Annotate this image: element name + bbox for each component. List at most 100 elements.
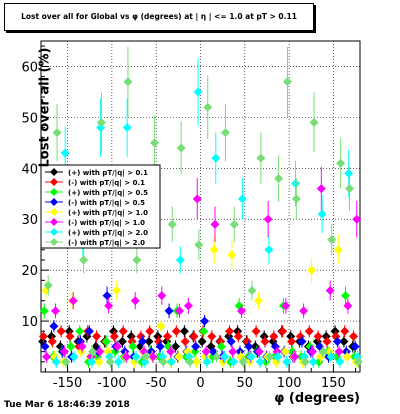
data-point bbox=[87, 357, 97, 367]
data-point bbox=[199, 326, 209, 336]
data-point bbox=[290, 352, 300, 362]
data-point bbox=[95, 347, 105, 357]
data-point bbox=[274, 173, 284, 183]
data-point bbox=[273, 352, 283, 362]
data-point bbox=[342, 352, 352, 362]
data-point bbox=[156, 321, 166, 331]
data-point bbox=[123, 77, 133, 87]
data-point bbox=[158, 357, 168, 367]
data-point bbox=[38, 331, 48, 341]
data-point bbox=[350, 342, 360, 352]
x-axis-label: φ (degrees) bbox=[274, 391, 360, 406]
data-point bbox=[141, 352, 151, 362]
legend-swatch-marker bbox=[50, 188, 58, 196]
legend-swatch-marker bbox=[50, 168, 58, 176]
data-point bbox=[79, 255, 89, 265]
data-point bbox=[197, 336, 207, 346]
data-point bbox=[210, 219, 220, 229]
data-point bbox=[227, 250, 237, 260]
x-tick-label: -100 bbox=[97, 376, 127, 391]
data-point bbox=[265, 352, 275, 362]
data-point bbox=[353, 357, 363, 367]
data-point bbox=[176, 143, 186, 153]
y-tick-label: 20 bbox=[21, 264, 38, 279]
data-point bbox=[336, 158, 346, 168]
data-point bbox=[162, 331, 172, 341]
data-point bbox=[40, 342, 50, 352]
legend-swatch-marker bbox=[50, 198, 58, 206]
data-point bbox=[238, 357, 248, 367]
data-point bbox=[260, 336, 270, 346]
data-point bbox=[105, 357, 115, 367]
data-point bbox=[148, 352, 158, 362]
data-point bbox=[269, 331, 279, 341]
legend-entry-label: (+) with pT/|q| > 1.0 bbox=[68, 209, 148, 218]
data-point bbox=[65, 331, 75, 341]
data-point bbox=[166, 347, 176, 357]
data-point bbox=[121, 352, 131, 362]
data-point bbox=[171, 342, 181, 352]
data-point bbox=[117, 336, 127, 346]
x-tick-label: 100 bbox=[277, 376, 302, 391]
data-point bbox=[138, 336, 148, 346]
data-point bbox=[52, 128, 62, 138]
data-point bbox=[155, 342, 165, 352]
data-point bbox=[352, 214, 362, 224]
data-point bbox=[175, 255, 185, 265]
y-tick-label: 60 bbox=[21, 60, 38, 75]
data-point bbox=[282, 77, 292, 87]
data-point bbox=[344, 168, 354, 178]
data-point bbox=[183, 301, 193, 311]
data-point bbox=[39, 306, 49, 316]
data-point bbox=[263, 214, 273, 224]
data-point bbox=[291, 194, 301, 204]
data-point bbox=[299, 306, 309, 316]
legend-swatch-marker bbox=[50, 238, 58, 246]
data-point bbox=[109, 331, 119, 341]
data-point bbox=[175, 306, 185, 316]
data-point bbox=[220, 352, 230, 362]
y-tick-label: 10 bbox=[21, 315, 38, 330]
data-point bbox=[344, 184, 354, 194]
data-point bbox=[132, 255, 142, 265]
legend-swatch-marker bbox=[50, 208, 58, 216]
data-point bbox=[49, 321, 59, 331]
data-point bbox=[280, 347, 290, 357]
data-point bbox=[281, 301, 291, 311]
data-point bbox=[166, 357, 176, 367]
data-point bbox=[51, 357, 61, 367]
data-point bbox=[233, 331, 243, 341]
data-point bbox=[157, 291, 167, 301]
legend-entry-label: (-) with pT/|q| > 1.0 bbox=[68, 219, 145, 228]
data-point bbox=[130, 296, 140, 306]
data-point bbox=[174, 352, 184, 362]
data-point bbox=[92, 331, 102, 341]
data-point bbox=[229, 357, 239, 367]
data-point bbox=[297, 336, 307, 346]
data-point bbox=[88, 347, 98, 357]
data-point bbox=[42, 352, 52, 362]
data-point bbox=[307, 347, 317, 357]
legend-entry-label: (+) with pT/|q| > 0.5 bbox=[68, 189, 148, 198]
data-point bbox=[334, 347, 344, 357]
data-point bbox=[96, 117, 106, 127]
data-point bbox=[254, 347, 264, 357]
x-tick-label: 0 bbox=[196, 376, 204, 391]
timestamp-footer: Tue Mar 6 18:46:39 2018 bbox=[4, 400, 130, 410]
legend-entry-label: (-) with pT/|q| > 0.5 bbox=[68, 199, 145, 208]
data-point bbox=[122, 123, 132, 133]
data-point bbox=[150, 138, 160, 148]
data-point bbox=[84, 326, 94, 336]
data-point bbox=[212, 352, 222, 362]
data-point bbox=[118, 326, 128, 336]
data-point bbox=[304, 326, 314, 336]
data-point bbox=[59, 347, 69, 357]
x-tick-label: -50 bbox=[146, 376, 167, 391]
data-point bbox=[171, 326, 181, 336]
data-point bbox=[228, 347, 238, 357]
legend-entry-label: (-) with pT/|q| > 0.1 bbox=[68, 179, 145, 188]
data-point bbox=[191, 342, 201, 352]
y-tick-label: 30 bbox=[21, 213, 38, 228]
data-point bbox=[339, 336, 349, 346]
